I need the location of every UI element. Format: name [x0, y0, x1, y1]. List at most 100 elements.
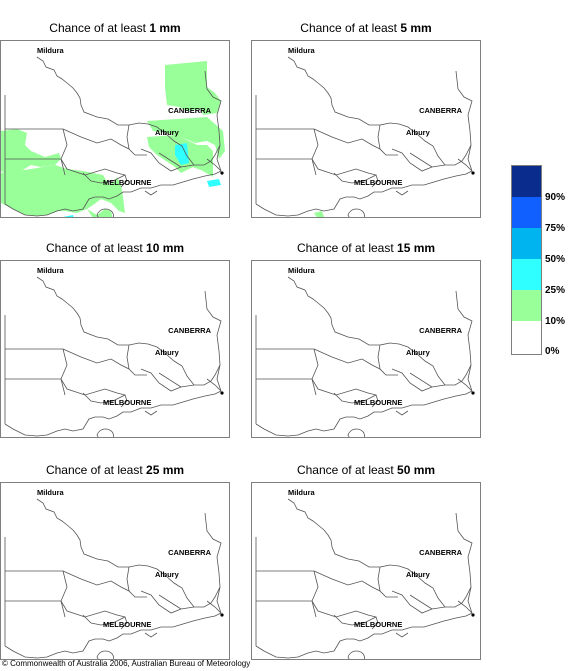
- region-border: [62, 570, 130, 592]
- region-border: [467, 144, 473, 172]
- region-border: [311, 570, 319, 618]
- place-label-canberra: CANBERRA: [419, 548, 463, 557]
- region-border: [367, 172, 377, 176]
- region-border: [96, 428, 114, 437]
- place-label-mildura: Mildura: [37, 266, 64, 275]
- region-border: [216, 364, 222, 392]
- region-border: [455, 70, 473, 146]
- legend-label-90: 90%: [545, 192, 566, 203]
- region-border: [36, 276, 221, 386]
- map-frame: Mildura CANBERRA Albury MELBOURNE: [0, 482, 230, 660]
- region-border: [311, 600, 369, 618]
- region-border: [377, 344, 398, 376]
- region-border: [313, 348, 381, 370]
- place-label-mildura: Mildura: [288, 266, 315, 275]
- region-border: [96, 650, 114, 659]
- region-border: [311, 128, 319, 176]
- legend-swatch-0: [512, 321, 541, 354]
- map-frame: Mildura CANBERRA Albury MELBOURNE: [251, 260, 481, 438]
- place-label-albury: Albury: [406, 348, 431, 357]
- region-border: [60, 600, 118, 618]
- region-border: [347, 650, 365, 659]
- victoria-map: Mildura CANBERRA Albury MELBOURNE: [255, 488, 475, 659]
- region-border: [206, 378, 222, 392]
- city-dot: [471, 391, 475, 395]
- region-border: [457, 600, 473, 614]
- place-label-melbourne: MELBOURNE: [354, 178, 402, 187]
- victoria-map: Mildura CANBERRA Albury MELBOURNE: [255, 46, 475, 217]
- region-border: [144, 632, 158, 638]
- rain-area-25pct: [207, 179, 221, 187]
- panel-title-prefix: Chance of at least: [296, 463, 394, 477]
- region-border: [126, 124, 147, 156]
- place-label-canberra: CANBERRA: [168, 326, 212, 335]
- panel-title: Chance of at least 50 mm: [251, 460, 481, 480]
- region-border: [311, 378, 369, 396]
- place-label-melbourne: MELBOURNE: [354, 620, 402, 629]
- legend-label-10: 10%: [545, 316, 566, 327]
- region-border: [255, 390, 473, 437]
- region-border: [333, 614, 379, 630]
- legend-color-bar: [511, 165, 542, 355]
- map-frame: Mildura CANBERRA Albury MELBOURNE: [251, 40, 481, 218]
- legend-label-25: 25%: [545, 285, 566, 296]
- region-border: [82, 614, 128, 630]
- region-border: [36, 56, 221, 166]
- panel-title: Chance of at least 15 mm: [251, 238, 481, 258]
- place-label-melbourne: MELBOURNE: [103, 398, 151, 407]
- region-border: [96, 208, 114, 217]
- region-border: [126, 344, 147, 376]
- victoria-map: Mildura CANBERRA Albury MELBOURNE: [1, 46, 225, 217]
- region-border: [467, 586, 473, 614]
- panel-title-prefix: Chance of at least: [296, 241, 394, 255]
- panel-title-amount: 1 mm: [149, 21, 181, 35]
- victoria-map: Mildura CANBERRA Albury MELBOURNE: [4, 266, 224, 437]
- city-dot: [220, 613, 224, 617]
- rain-area-25pct: [175, 143, 189, 165]
- place-label-albury: Albury: [406, 570, 431, 579]
- panel-title-prefix: Chance of at least: [300, 21, 398, 35]
- place-label-canberra: CANBERRA: [168, 106, 212, 115]
- region-border: [204, 512, 222, 588]
- city-dot: [471, 171, 475, 175]
- panel-title-prefix: Chance of at least: [45, 241, 143, 255]
- panel-title-amount: 5 mm: [400, 21, 432, 35]
- rain-area-10pct: [87, 209, 113, 217]
- region-border: [457, 158, 473, 172]
- region-border: [4, 390, 222, 437]
- panel-title: Chance of at least 25 mm: [0, 460, 230, 480]
- region-border: [216, 586, 222, 614]
- region-border: [287, 56, 472, 166]
- map-frame: Mildura CANBERRA Albury MELBOURNE: [251, 482, 481, 660]
- region-border: [206, 600, 222, 614]
- rain-area-10pct: [1, 165, 125, 216]
- region-border: [395, 190, 409, 196]
- region-border: [62, 348, 130, 370]
- region-border: [204, 290, 222, 366]
- region-border: [347, 208, 365, 217]
- region-border: [144, 410, 158, 416]
- place-label-mildura: Mildura: [288, 488, 315, 497]
- legend-label-50: 50%: [545, 254, 566, 265]
- place-label-albury: Albury: [155, 570, 180, 579]
- place-label-melbourne: MELBOURNE: [103, 620, 151, 629]
- region-border: [391, 148, 446, 172]
- region-border: [158, 152, 182, 168]
- region-border: [204, 70, 222, 146]
- rain-area-25pct: [63, 215, 74, 217]
- region-border: [367, 392, 377, 396]
- region-border: [313, 128, 381, 150]
- map-frame: Mildura CANBERRA Albury MELBOURNE: [0, 260, 230, 438]
- region-border: [391, 590, 446, 614]
- region-border: [311, 158, 369, 176]
- panel-title-amount: 15 mm: [397, 241, 436, 255]
- region-border: [60, 348, 68, 396]
- region-border: [116, 614, 126, 618]
- region-border: [4, 612, 222, 659]
- victoria-map: Mildura CANBERRA Albury MELBOURNE: [4, 488, 224, 659]
- place-label-canberra: CANBERRA: [168, 548, 212, 557]
- place-label-melbourne: MELBOURNE: [354, 398, 402, 407]
- panel-title-amount: 25 mm: [146, 463, 185, 477]
- region-border: [36, 498, 221, 608]
- panel-title-amount: 50 mm: [397, 463, 436, 477]
